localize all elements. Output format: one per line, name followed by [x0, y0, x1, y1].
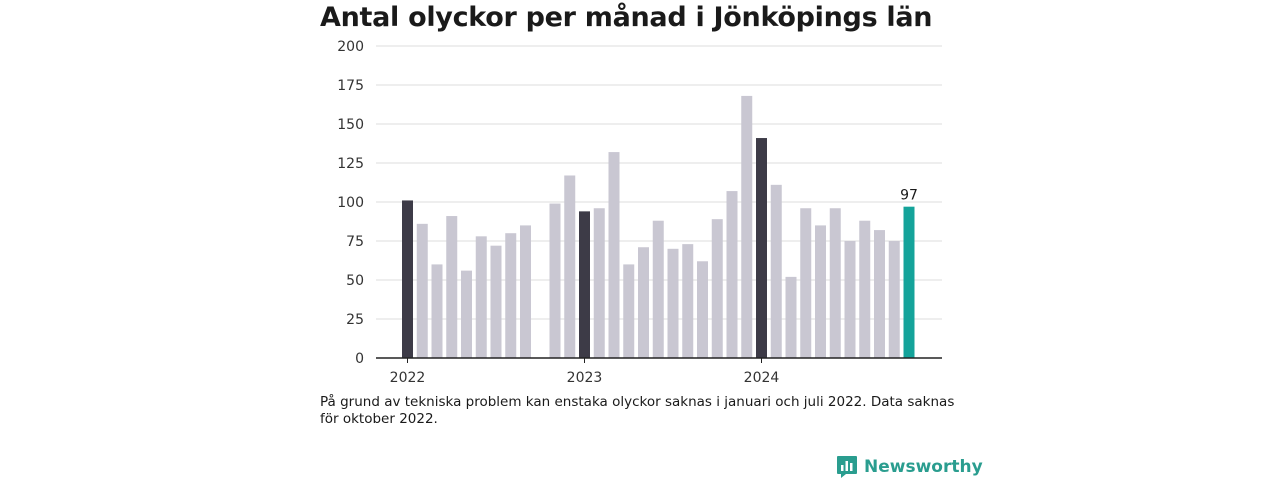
bar	[815, 225, 826, 358]
bar	[564, 175, 576, 358]
bar	[520, 225, 531, 358]
bar	[756, 138, 767, 358]
bar	[859, 220, 871, 358]
bar	[770, 184, 782, 358]
y-tick-label: 125	[337, 156, 364, 172]
y-tick-label: 75	[346, 234, 364, 250]
bar	[829, 208, 841, 358]
bar	[461, 270, 472, 358]
bar	[490, 245, 502, 358]
bar	[623, 264, 635, 358]
y-tick-label: 150	[337, 117, 364, 133]
bar	[888, 241, 900, 358]
bar	[505, 233, 517, 358]
bar	[608, 152, 620, 358]
bar	[711, 219, 723, 358]
bar-chart-bubble-icon	[837, 456, 857, 478]
bar	[579, 211, 590, 358]
bar	[638, 247, 649, 358]
bar	[652, 220, 664, 358]
x-tick-label: 2023	[567, 370, 603, 386]
bar	[549, 203, 561, 358]
brand-name: Newsworthy	[864, 457, 983, 477]
x-tick-label: 2022	[390, 370, 426, 386]
y-tick-label: 25	[346, 312, 364, 328]
bar	[431, 264, 443, 358]
y-tick-label: 100	[337, 195, 364, 211]
y-tick-label: 50	[346, 273, 364, 289]
bar	[785, 276, 797, 358]
y-tick-label: 175	[337, 78, 364, 94]
chart-title: Antal olyckor per månad i Jönköpings län	[320, 2, 933, 33]
bar	[903, 206, 915, 358]
bar	[593, 208, 605, 358]
bar	[697, 261, 708, 358]
bar	[741, 95, 753, 359]
bar	[682, 244, 694, 358]
bar	[667, 248, 679, 358]
brand-logo[interactable]: Newsworthy	[836, 455, 983, 479]
bar	[726, 191, 738, 358]
bar	[416, 223, 428, 358]
bar	[844, 241, 856, 358]
bar	[874, 230, 885, 358]
bar-value-label: 97	[900, 188, 918, 204]
x-tick-label: 2024	[744, 370, 780, 386]
y-tick-label: 0	[355, 351, 364, 367]
bar	[475, 236, 487, 358]
bar	[402, 200, 413, 358]
chart-note: På grund av tekniska problem kan enstaka…	[320, 394, 955, 427]
bar	[446, 216, 458, 358]
y-tick-label: 200	[337, 39, 364, 55]
bar	[800, 208, 812, 358]
